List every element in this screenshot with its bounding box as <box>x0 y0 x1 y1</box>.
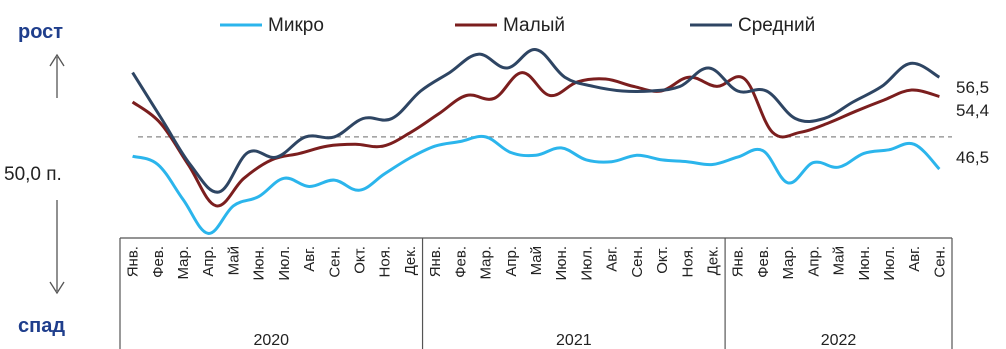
series-line-small <box>131 71 940 208</box>
month-tick-label: Мар. <box>478 246 495 280</box>
legend-label-medium: Средний <box>738 15 815 36</box>
month-tick-label: Май <box>831 246 848 275</box>
month-tick-label: Апр. <box>200 246 217 277</box>
month-tick-label: Фев. <box>150 246 167 278</box>
month-tick-label: Окт. <box>654 246 671 274</box>
decline-label: спад <box>18 315 65 337</box>
month-tick-label: Авг. <box>301 246 318 272</box>
month-tick-label: Янв. <box>125 246 142 277</box>
year-label-2020: 2020 <box>253 332 289 349</box>
month-tick-label: Июл. <box>276 246 293 281</box>
month-tick-label: Ноя. <box>377 246 394 277</box>
series-line-medium <box>131 48 941 194</box>
growth-label: рост <box>18 21 63 43</box>
month-tick-label: Июн. <box>553 246 570 280</box>
series-layer <box>131 48 941 235</box>
year-label-2021: 2021 <box>556 332 592 349</box>
up-arrow-head <box>49 53 65 67</box>
month-tick-label: Сен. <box>931 246 948 278</box>
year-label-2022: 2022 <box>821 332 857 349</box>
month-tick-label: Июл. <box>881 246 898 281</box>
end-label-small: 54,4 <box>956 101 989 120</box>
month-tick-label: Окт. <box>352 246 369 274</box>
end-label-micro: 46,5 <box>956 148 989 167</box>
end-label-medium: 56,5 <box>956 78 989 97</box>
month-tick-label: Июн. <box>856 246 873 280</box>
legend: Микро Малый Средний <box>220 15 815 36</box>
x-axis: 2020 2021 2022 Янв. Фев. Мар. Апр. Май Июн. Июл. А… <box>119 237 953 349</box>
month-tick-label: Мар. <box>780 246 797 280</box>
reference-label: 50,0 п. <box>4 164 62 185</box>
month-tick-label: Апр. <box>503 246 520 277</box>
down-arrow-head <box>49 281 65 295</box>
month-tick-label: Фев. <box>452 246 469 278</box>
month-tick-label: Апр. <box>805 246 822 277</box>
month-tick-label: Ноя. <box>679 246 696 277</box>
month-tick-label: Янв. <box>427 246 444 277</box>
month-tick-label: Июл. <box>578 246 595 281</box>
month-tick-label: Дек. <box>704 246 721 275</box>
month-tick-label: Май <box>528 246 545 275</box>
month-tick-label: Янв. <box>730 246 747 277</box>
month-tick-label: Фев. <box>755 246 772 278</box>
month-tick-label: Дек. <box>402 246 419 275</box>
month-tick-label: Мар. <box>175 246 192 280</box>
month-tick-label: Июн. <box>251 246 268 280</box>
series-line-micro <box>132 134 941 235</box>
month-tick-label: Май <box>225 246 242 275</box>
month-tick-label: Сен. <box>629 246 646 278</box>
month-tick-label: Авг. <box>604 246 621 272</box>
month-tick-label: Сен. <box>326 246 343 278</box>
legend-label-micro: Микро <box>268 15 324 36</box>
legend-label-small: Малый <box>503 15 565 36</box>
month-tick-label: Авг. <box>906 246 923 272</box>
